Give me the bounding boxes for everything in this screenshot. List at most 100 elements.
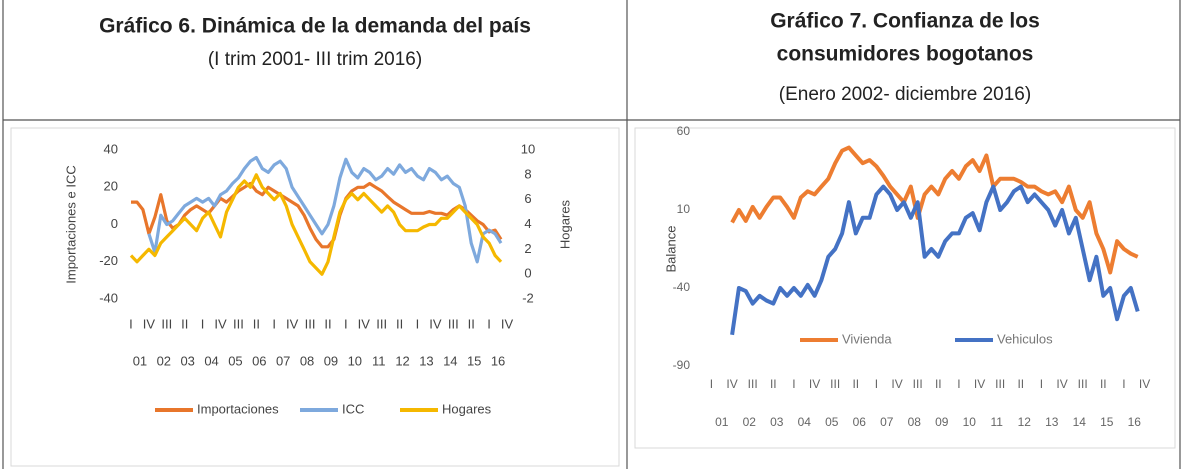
x-tick-label: IV [286, 316, 299, 331]
x-year-label: 09 [935, 415, 949, 429]
x-year-label: 16 [491, 353, 505, 368]
chart-border [10, 127, 620, 467]
x-year-label: 11 [372, 353, 386, 368]
series-line [129, 173, 503, 276]
x-year-label: 04 [798, 415, 812, 429]
x-tick-label: I [201, 316, 205, 331]
series-line [147, 155, 503, 264]
x-tick-label: III [995, 377, 1005, 391]
y2-tick-label: 6 [524, 191, 531, 206]
x-tick-label: IV [501, 316, 514, 331]
x-tick-label: I [129, 316, 133, 331]
x-year-label: 07 [880, 415, 894, 429]
x-year-label: 05 [825, 415, 839, 429]
x-year-label: 04 [204, 353, 218, 368]
x-tick-label: I [710, 377, 713, 391]
x-year-label: 14 [443, 353, 457, 368]
series-line [730, 145, 1139, 275]
x-tick-label: III [748, 377, 758, 391]
x-tick-label: III [233, 316, 244, 331]
x-tick-label: III [376, 316, 387, 331]
y2-tick-label: 2 [524, 241, 531, 256]
x-tick-label: II [935, 377, 942, 391]
x-tick-label: II [468, 316, 475, 331]
x-year-label: 15 [467, 353, 481, 368]
x-year-label: 15 [1100, 415, 1114, 429]
legend-label: Hogares [442, 401, 492, 416]
x-tick-label: IV [358, 316, 371, 331]
x-year-label: 13 [1045, 415, 1059, 429]
x-tick-label: II [324, 316, 331, 331]
y2-tick-label: 4 [524, 216, 531, 231]
x-tick-label: II [181, 316, 188, 331]
x-year-label: 08 [908, 415, 922, 429]
x-tick-label: II [1017, 377, 1024, 391]
x-tick-label: IV [891, 377, 902, 391]
x-tick-label: III [913, 377, 923, 391]
y-tick-label: -20 [99, 253, 118, 268]
x-tick-label: III [305, 316, 316, 331]
chart-title: Gráfico 6. Dinámica de la demanda del pa… [99, 15, 531, 38]
x-tick-label: I [344, 316, 348, 331]
x-year-label: 10 [348, 353, 362, 368]
x-year-label: 03 [770, 415, 784, 429]
x-year-label: 05 [228, 353, 242, 368]
legend-label: Importaciones [197, 401, 279, 416]
x-year-label: 11 [991, 415, 1004, 429]
x-year-label: 02 [743, 415, 757, 429]
x-year-label: 03 [180, 353, 194, 368]
y2-tick-label: 10 [521, 141, 535, 156]
chart-subtitle: (I trim 2001- III trim 2016) [208, 49, 422, 70]
x-tick-label: IV [809, 377, 820, 391]
y-tick-label: -40 [673, 280, 691, 294]
x-year-label: 08 [300, 353, 314, 368]
x-tick-label: I [875, 377, 878, 391]
x-tick-label: III [1078, 377, 1088, 391]
x-year-label: 01 [715, 415, 729, 429]
y-axis-title: Importaciones e ICC [63, 165, 78, 284]
x-year-label: 01 [133, 353, 147, 368]
x-tick-label: II [770, 377, 777, 391]
x-tick-label: IV [726, 377, 737, 391]
y-tick-label: 0 [111, 216, 118, 231]
y-tick-label: -40 [99, 290, 118, 305]
x-tick-label: II [1100, 377, 1107, 391]
y-axis-title: Balance [663, 226, 678, 273]
x-year-label: 10 [963, 415, 977, 429]
y2-axis-title: Hogares [557, 199, 572, 249]
x-year-label: 09 [324, 353, 338, 368]
legend-label: Vehiculos [997, 331, 1053, 346]
x-year-label: 07 [276, 353, 290, 368]
y-tick-label: 60 [677, 124, 691, 138]
chart-title: consumidores bogotanos [777, 43, 1034, 66]
y-tick-label: -90 [673, 358, 691, 372]
x-tick-label: I [272, 316, 276, 331]
legend-label: ICC [342, 401, 364, 416]
chart-border [634, 127, 1176, 449]
y-tick-label: 40 [104, 141, 118, 156]
x-year-label: 14 [1073, 415, 1087, 429]
x-tick-label: III [448, 316, 459, 331]
x-tick-label: II [396, 316, 403, 331]
x-tick-label: IV [143, 316, 156, 331]
y2-tick-label: 8 [524, 166, 531, 181]
x-year-label: 13 [419, 353, 433, 368]
chart-title: Gráfico 7. Confianza de los [770, 10, 1040, 33]
x-year-label: 12 [395, 353, 409, 368]
x-year-label: 02 [157, 353, 171, 368]
x-tick-label: IV [974, 377, 985, 391]
x-tick-label: I [957, 377, 960, 391]
x-tick-label: IV [214, 316, 227, 331]
y-tick-label: 10 [677, 202, 691, 216]
x-tick-label: I [416, 316, 420, 331]
y2-tick-label: 0 [524, 266, 531, 281]
x-year-label: 12 [1018, 415, 1032, 429]
series-line [730, 184, 1140, 336]
x-year-label: 16 [1128, 415, 1142, 429]
x-tick-label: IV [429, 316, 442, 331]
x-tick-label: I [1122, 377, 1125, 391]
x-tick-label: III [161, 316, 172, 331]
x-tick-label: III [830, 377, 840, 391]
